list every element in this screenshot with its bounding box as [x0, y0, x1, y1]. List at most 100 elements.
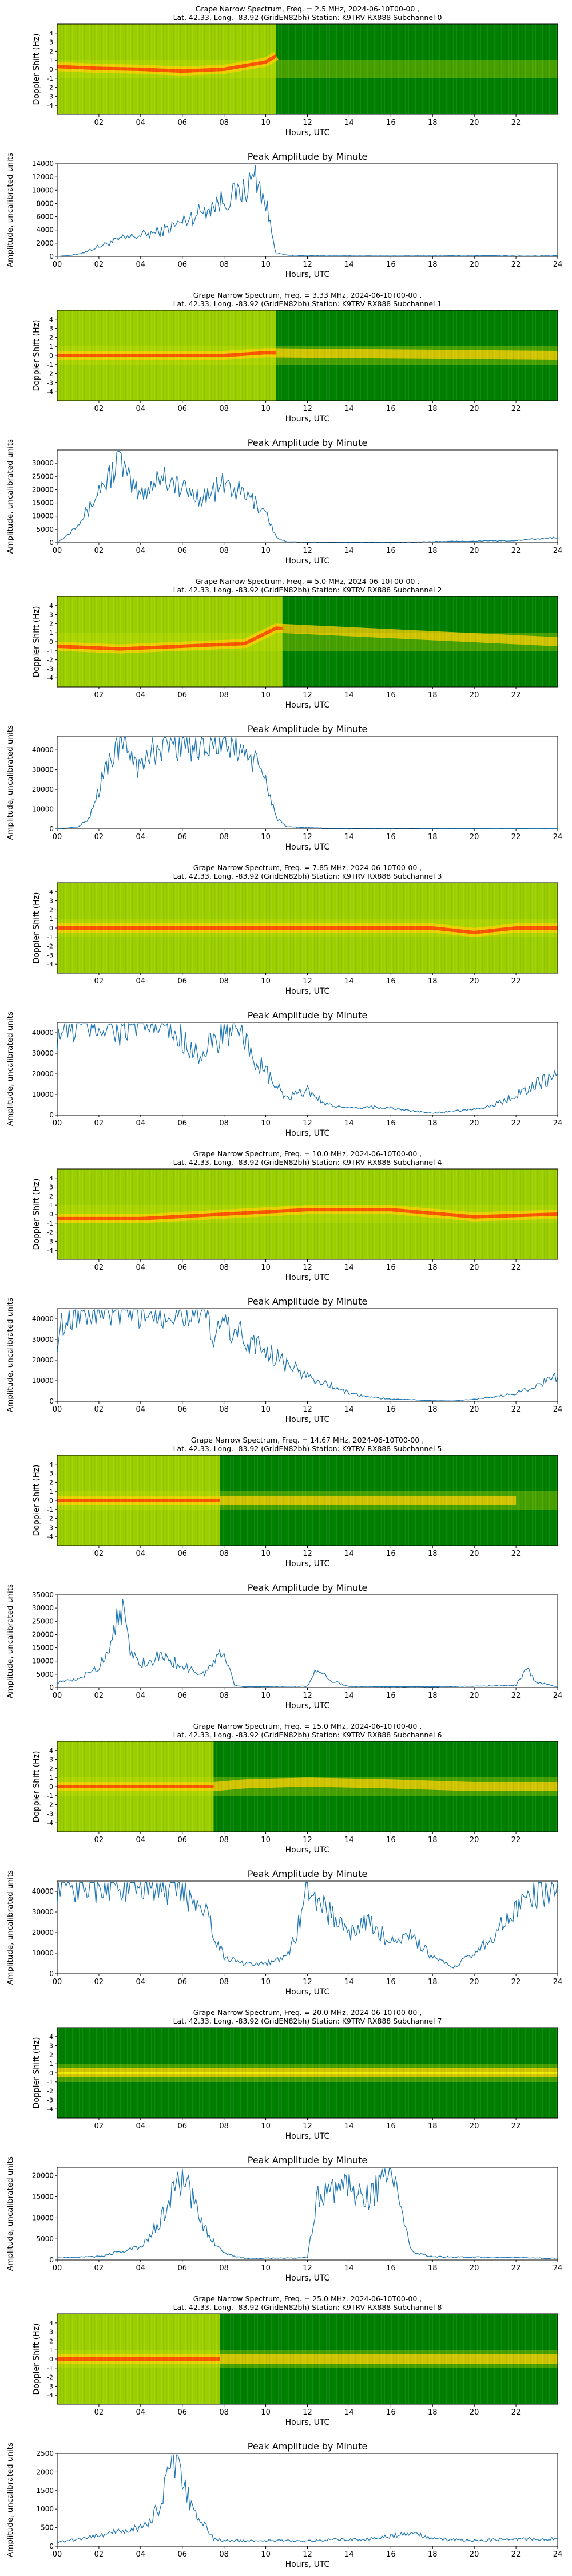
x-tick-label: 08	[219, 1550, 229, 1558]
x-tick-label: 18	[428, 691, 438, 700]
y-tick-label: 10000	[32, 512, 54, 520]
spectrogram-texture	[57, 2028, 558, 2118]
x-tick-label: 02	[94, 118, 104, 127]
x-tick-label: 16	[386, 1692, 396, 1700]
x-tick-label: 04	[136, 1405, 146, 1414]
x-tick-label: 20	[470, 405, 479, 413]
x-tick-label: 18	[428, 1692, 438, 1700]
x-tick-label: 10	[261, 1119, 271, 1128]
y-tick-label: 20000	[32, 1929, 54, 1937]
y-tick-label: 1	[49, 915, 53, 923]
x-tick-label: 12	[303, 2122, 312, 2131]
x-tick-label: 08	[219, 2408, 229, 2417]
x-tick-label: 14	[344, 1978, 354, 1986]
spectrogram-texture	[57, 883, 558, 973]
y-tick-label: 1	[49, 1488, 53, 1495]
amplitude-chart-4: Peak Amplitude by Minute 0 10000 20000 30000…	[6, 1296, 562, 1424]
amplitude-chart-1: Peak Amplitude by Minute 0 5000 10000 15000 2…	[6, 437, 562, 566]
x-tick-label: 02	[94, 691, 104, 700]
x-tick-label: 02	[94, 833, 104, 841]
x-tick-label: 06	[177, 2408, 187, 2417]
y-tick-label: -3	[47, 93, 53, 100]
x-tick-label: 16	[386, 2550, 396, 2559]
x-tick-label: 08	[219, 1405, 229, 1414]
x-tick-label: 18	[428, 1405, 438, 1414]
y-axis-label: Doppler Shift (Hz)	[32, 2324, 41, 2395]
x-tick-label: 22	[511, 691, 521, 700]
x-tick-label: 12	[303, 405, 312, 413]
x-tick-label: 02	[94, 405, 104, 413]
x-tick-label: 10	[261, 1550, 271, 1558]
x-tick-label: 00	[53, 1692, 62, 1700]
y-tick-label: -3	[47, 951, 53, 959]
y-tick-label: 14000	[32, 160, 54, 168]
x-tick-label: 12	[303, 1978, 312, 1986]
amplitude-line	[57, 1881, 558, 1969]
x-tick-label: 02	[94, 2264, 104, 2273]
x-tick-label: 02	[94, 1836, 104, 1844]
x-tick-label: 12	[303, 2408, 312, 2417]
x-tick-label: 04	[136, 1550, 146, 1558]
x-tick-label: 08	[219, 977, 229, 986]
y-tick-label: 15000	[32, 2193, 54, 2201]
x-tick-label: 18	[428, 2122, 438, 2131]
y-axis-label: Amplitude, uncalibrated units	[6, 1584, 15, 1698]
spectrogram-title: Grape Narrow Spectrum, Freq. = 14.67 MHz…	[191, 1436, 424, 1444]
amplitude-chart-8: Peak Amplitude by Minute0500100015002000…	[6, 2441, 562, 2569]
x-tick-label: 04	[136, 1263, 146, 1272]
x-axis-label: Hours, UTC	[285, 1273, 330, 1282]
x-axis-label: Hours, UTC	[285, 1846, 330, 1855]
x-tick-label: 20	[470, 547, 479, 555]
y-tick-label: 3	[49, 2042, 53, 2050]
x-tick-label: 06	[177, 1692, 187, 1700]
amplitude-line	[57, 737, 558, 829]
x-tick-label: 02	[94, 2408, 104, 2417]
y-tick-label: 4	[49, 602, 53, 610]
x-tick-label: 04	[136, 118, 146, 127]
y-tick-label: 10000	[32, 1091, 54, 1099]
x-tick-label: 14	[344, 977, 354, 986]
x-tick-label: 22	[511, 118, 521, 127]
x-tick-label: 14	[344, 1836, 354, 1844]
x-tick-label: 00	[53, 547, 62, 555]
x-axis-label: Hours, UTC	[285, 1988, 330, 1997]
x-tick-label: 18	[428, 547, 438, 555]
y-tick-label: 4	[49, 888, 53, 896]
x-tick-label: 20	[470, 118, 479, 127]
y-tick-label: 12000	[32, 173, 54, 181]
y-tick-label: -4	[47, 1533, 53, 1540]
y-tick-label: 30000	[32, 766, 54, 774]
y-tick-label: -4	[47, 102, 53, 109]
y-axis-label: Amplitude, uncalibrated units	[6, 1870, 15, 1985]
x-tick-label: 18	[428, 977, 438, 986]
spectrogram-title: Grape Narrow Spectrum, Freq. = 20.0 MHz,…	[193, 2008, 422, 2017]
y-tick-label: 8000	[36, 199, 54, 207]
y-tick-label: 20000	[32, 1356, 54, 1364]
x-tick-label: 24	[553, 547, 563, 555]
y-tick-label: 0	[49, 2256, 54, 2264]
x-tick-label: 24	[553, 1119, 563, 1128]
x-axis-label: Hours, UTC	[285, 987, 330, 996]
x-tick-label: 22	[511, 833, 521, 841]
y-tick-label: 4	[49, 2320, 53, 2327]
x-tick-label: 16	[386, 260, 396, 269]
x-tick-label: 08	[219, 2550, 229, 2559]
x-tick-label: 06	[177, 1550, 187, 1558]
y-tick-label: 0	[49, 2542, 54, 2550]
x-tick-label: 04	[136, 260, 146, 269]
y-tick-label: 500	[41, 2524, 54, 2532]
y-tick-label: -3	[47, 2383, 53, 2390]
y-tick-label: -1	[47, 361, 53, 369]
x-tick-label: 10	[261, 547, 271, 555]
y-tick-label: -4	[47, 2392, 53, 2399]
x-tick-label: 20	[470, 1550, 479, 1558]
spectrogram-7: Grape Narrow Spectrum, Freq. = 20.0 MHz,…	[32, 2008, 558, 2141]
x-tick-label: 20	[470, 1836, 479, 1844]
y-tick-label: -1	[47, 1792, 53, 1800]
amplitude-line	[57, 2454, 558, 2544]
spectrogram-subtitle: Lat. 42.33, Long. -83.92 (GridEN82bh) St…	[173, 586, 442, 594]
y-tick-label: 2	[49, 1192, 53, 1200]
amplitude-title: Peak Amplitude by Minute	[248, 1868, 368, 1879]
y-tick-label: -2	[47, 657, 53, 664]
